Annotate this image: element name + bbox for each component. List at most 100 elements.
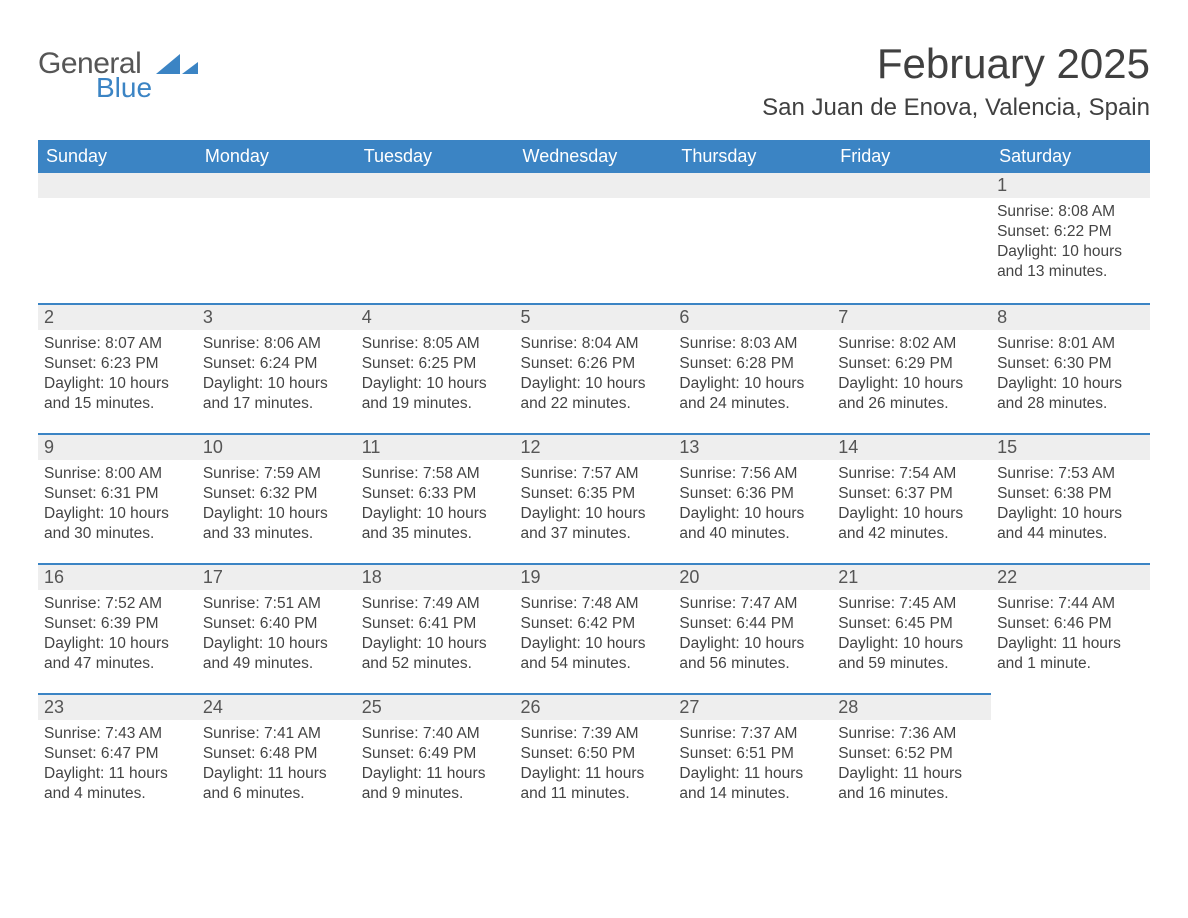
sunrise-line: Sunrise: 8:03 AM: [679, 334, 826, 354]
sunset-line: Sunset: 6:48 PM: [203, 744, 350, 764]
day-number: 12: [515, 433, 674, 460]
calendar-cell: [197, 173, 356, 303]
day-number: 28: [832, 693, 991, 720]
day-number: 9: [38, 433, 197, 460]
calendar-cell: [673, 173, 832, 303]
logo-blue-text: Blue: [96, 75, 152, 102]
calendar-cell: 25Sunrise: 7:40 AMSunset: 6:49 PMDayligh…: [356, 693, 515, 823]
calendar-week-row: 1Sunrise: 8:08 AMSunset: 6:22 PMDaylight…: [38, 173, 1150, 303]
sunset-line: Sunset: 6:26 PM: [521, 354, 668, 374]
sunset-line: Sunset: 6:41 PM: [362, 614, 509, 634]
sunrise-line: Sunrise: 8:04 AM: [521, 334, 668, 354]
sunset-line: Sunset: 6:52 PM: [838, 744, 985, 764]
day-details: Sunrise: 7:36 AMSunset: 6:52 PMDaylight:…: [832, 720, 991, 805]
day-details: Sunrise: 7:48 AMSunset: 6:42 PMDaylight:…: [515, 590, 674, 675]
sunset-line: Sunset: 6:37 PM: [838, 484, 985, 504]
daylight-line: Daylight: 11 hours and 11 minutes.: [521, 764, 668, 804]
sunrise-line: Sunrise: 7:51 AM: [203, 594, 350, 614]
sunset-line: Sunset: 6:44 PM: [679, 614, 826, 634]
day-details: Sunrise: 7:40 AMSunset: 6:49 PMDaylight:…: [356, 720, 515, 805]
daylight-line: Daylight: 10 hours and 35 minutes.: [362, 504, 509, 544]
daylight-line: Daylight: 10 hours and 15 minutes.: [44, 374, 191, 414]
sunrise-line: Sunrise: 7:57 AM: [521, 464, 668, 484]
day-number: 7: [832, 303, 991, 330]
day-details: Sunrise: 8:07 AMSunset: 6:23 PMDaylight:…: [38, 330, 197, 415]
daylight-line: Daylight: 10 hours and 28 minutes.: [997, 374, 1144, 414]
daylight-line: Daylight: 10 hours and 44 minutes.: [997, 504, 1144, 544]
daylight-line: Daylight: 11 hours and 14 minutes.: [679, 764, 826, 804]
day-details: Sunrise: 8:01 AMSunset: 6:30 PMDaylight:…: [991, 330, 1150, 415]
daylight-line: Daylight: 10 hours and 19 minutes.: [362, 374, 509, 414]
calendar-header-row: SundayMondayTuesdayWednesdayThursdayFrid…: [38, 140, 1150, 173]
day-details: Sunrise: 7:44 AMSunset: 6:46 PMDaylight:…: [991, 590, 1150, 675]
day-details: Sunrise: 7:49 AMSunset: 6:41 PMDaylight:…: [356, 590, 515, 675]
day-details: Sunrise: 7:57 AMSunset: 6:35 PMDaylight:…: [515, 460, 674, 545]
day-number: 2: [38, 303, 197, 330]
daylight-line: Daylight: 10 hours and 42 minutes.: [838, 504, 985, 544]
sunrise-line: Sunrise: 8:06 AM: [203, 334, 350, 354]
daylight-line: Daylight: 10 hours and 56 minutes.: [679, 634, 826, 674]
sunrise-line: Sunrise: 7:41 AM: [203, 724, 350, 744]
empty-day-bar: [673, 173, 832, 198]
day-details: Sunrise: 8:06 AMSunset: 6:24 PMDaylight:…: [197, 330, 356, 415]
day-number: 23: [38, 693, 197, 720]
title-block: February 2025 San Juan de Enova, Valenci…: [762, 40, 1150, 122]
calendar-cell: 20Sunrise: 7:47 AMSunset: 6:44 PMDayligh…: [673, 563, 832, 693]
calendar-cell: 17Sunrise: 7:51 AMSunset: 6:40 PMDayligh…: [197, 563, 356, 693]
calendar-week-row: 2Sunrise: 8:07 AMSunset: 6:23 PMDaylight…: [38, 303, 1150, 433]
sunset-line: Sunset: 6:49 PM: [362, 744, 509, 764]
sunrise-line: Sunrise: 7:39 AM: [521, 724, 668, 744]
daylight-line: Daylight: 11 hours and 1 minute.: [997, 634, 1144, 674]
calendar-table: SundayMondayTuesdayWednesdayThursdayFrid…: [38, 140, 1150, 823]
sunrise-line: Sunrise: 7:56 AM: [679, 464, 826, 484]
daylight-line: Daylight: 10 hours and 52 minutes.: [362, 634, 509, 674]
sunset-line: Sunset: 6:51 PM: [679, 744, 826, 764]
sunset-line: Sunset: 6:25 PM: [362, 354, 509, 374]
calendar-cell: [991, 693, 1150, 823]
daylight-line: Daylight: 10 hours and 30 minutes.: [44, 504, 191, 544]
sunrise-line: Sunrise: 8:08 AM: [997, 202, 1144, 222]
logo-text: General Blue: [38, 50, 152, 101]
day-details: Sunrise: 8:08 AMSunset: 6:22 PMDaylight:…: [991, 198, 1150, 283]
day-number: 6: [673, 303, 832, 330]
day-details: Sunrise: 8:05 AMSunset: 6:25 PMDaylight:…: [356, 330, 515, 415]
sunset-line: Sunset: 6:22 PM: [997, 222, 1144, 242]
day-details: Sunrise: 8:03 AMSunset: 6:28 PMDaylight:…: [673, 330, 832, 415]
sunset-line: Sunset: 6:35 PM: [521, 484, 668, 504]
calendar-cell: 5Sunrise: 8:04 AMSunset: 6:26 PMDaylight…: [515, 303, 674, 433]
sunrise-line: Sunrise: 8:02 AM: [838, 334, 985, 354]
calendar-body: 1Sunrise: 8:08 AMSunset: 6:22 PMDaylight…: [38, 173, 1150, 823]
daylight-line: Daylight: 11 hours and 4 minutes.: [44, 764, 191, 804]
daylight-line: Daylight: 10 hours and 49 minutes.: [203, 634, 350, 674]
column-header: Wednesday: [515, 140, 674, 173]
day-details: Sunrise: 8:04 AMSunset: 6:26 PMDaylight:…: [515, 330, 674, 415]
sunrise-line: Sunrise: 8:00 AM: [44, 464, 191, 484]
column-header: Saturday: [991, 140, 1150, 173]
day-number: 5: [515, 303, 674, 330]
day-details: Sunrise: 7:59 AMSunset: 6:32 PMDaylight:…: [197, 460, 356, 545]
calendar-cell: 22Sunrise: 7:44 AMSunset: 6:46 PMDayligh…: [991, 563, 1150, 693]
sunset-line: Sunset: 6:38 PM: [997, 484, 1144, 504]
day-number: 20: [673, 563, 832, 590]
sunrise-line: Sunrise: 8:01 AM: [997, 334, 1144, 354]
day-number: 8: [991, 303, 1150, 330]
sunrise-line: Sunrise: 7:37 AM: [679, 724, 826, 744]
sunrise-line: Sunrise: 7:43 AM: [44, 724, 191, 744]
day-details: Sunrise: 7:45 AMSunset: 6:45 PMDaylight:…: [832, 590, 991, 675]
sunrise-line: Sunrise: 7:36 AM: [838, 724, 985, 744]
sunset-line: Sunset: 6:32 PM: [203, 484, 350, 504]
sunset-line: Sunset: 6:50 PM: [521, 744, 668, 764]
location-subtitle: San Juan de Enova, Valencia, Spain: [762, 94, 1150, 122]
sunrise-line: Sunrise: 7:59 AM: [203, 464, 350, 484]
sunrise-line: Sunrise: 7:48 AM: [521, 594, 668, 614]
calendar-cell: 23Sunrise: 7:43 AMSunset: 6:47 PMDayligh…: [38, 693, 197, 823]
logo-mark-icon: [156, 54, 198, 82]
sunrise-line: Sunrise: 7:49 AM: [362, 594, 509, 614]
daylight-line: Daylight: 10 hours and 40 minutes.: [679, 504, 826, 544]
day-details: Sunrise: 7:53 AMSunset: 6:38 PMDaylight:…: [991, 460, 1150, 545]
header: General Blue February 2025 San Juan de E…: [38, 40, 1150, 122]
calendar-cell: 6Sunrise: 8:03 AMSunset: 6:28 PMDaylight…: [673, 303, 832, 433]
calendar-cell: 16Sunrise: 7:52 AMSunset: 6:39 PMDayligh…: [38, 563, 197, 693]
day-number: 10: [197, 433, 356, 460]
empty-day-bar: [832, 173, 991, 198]
